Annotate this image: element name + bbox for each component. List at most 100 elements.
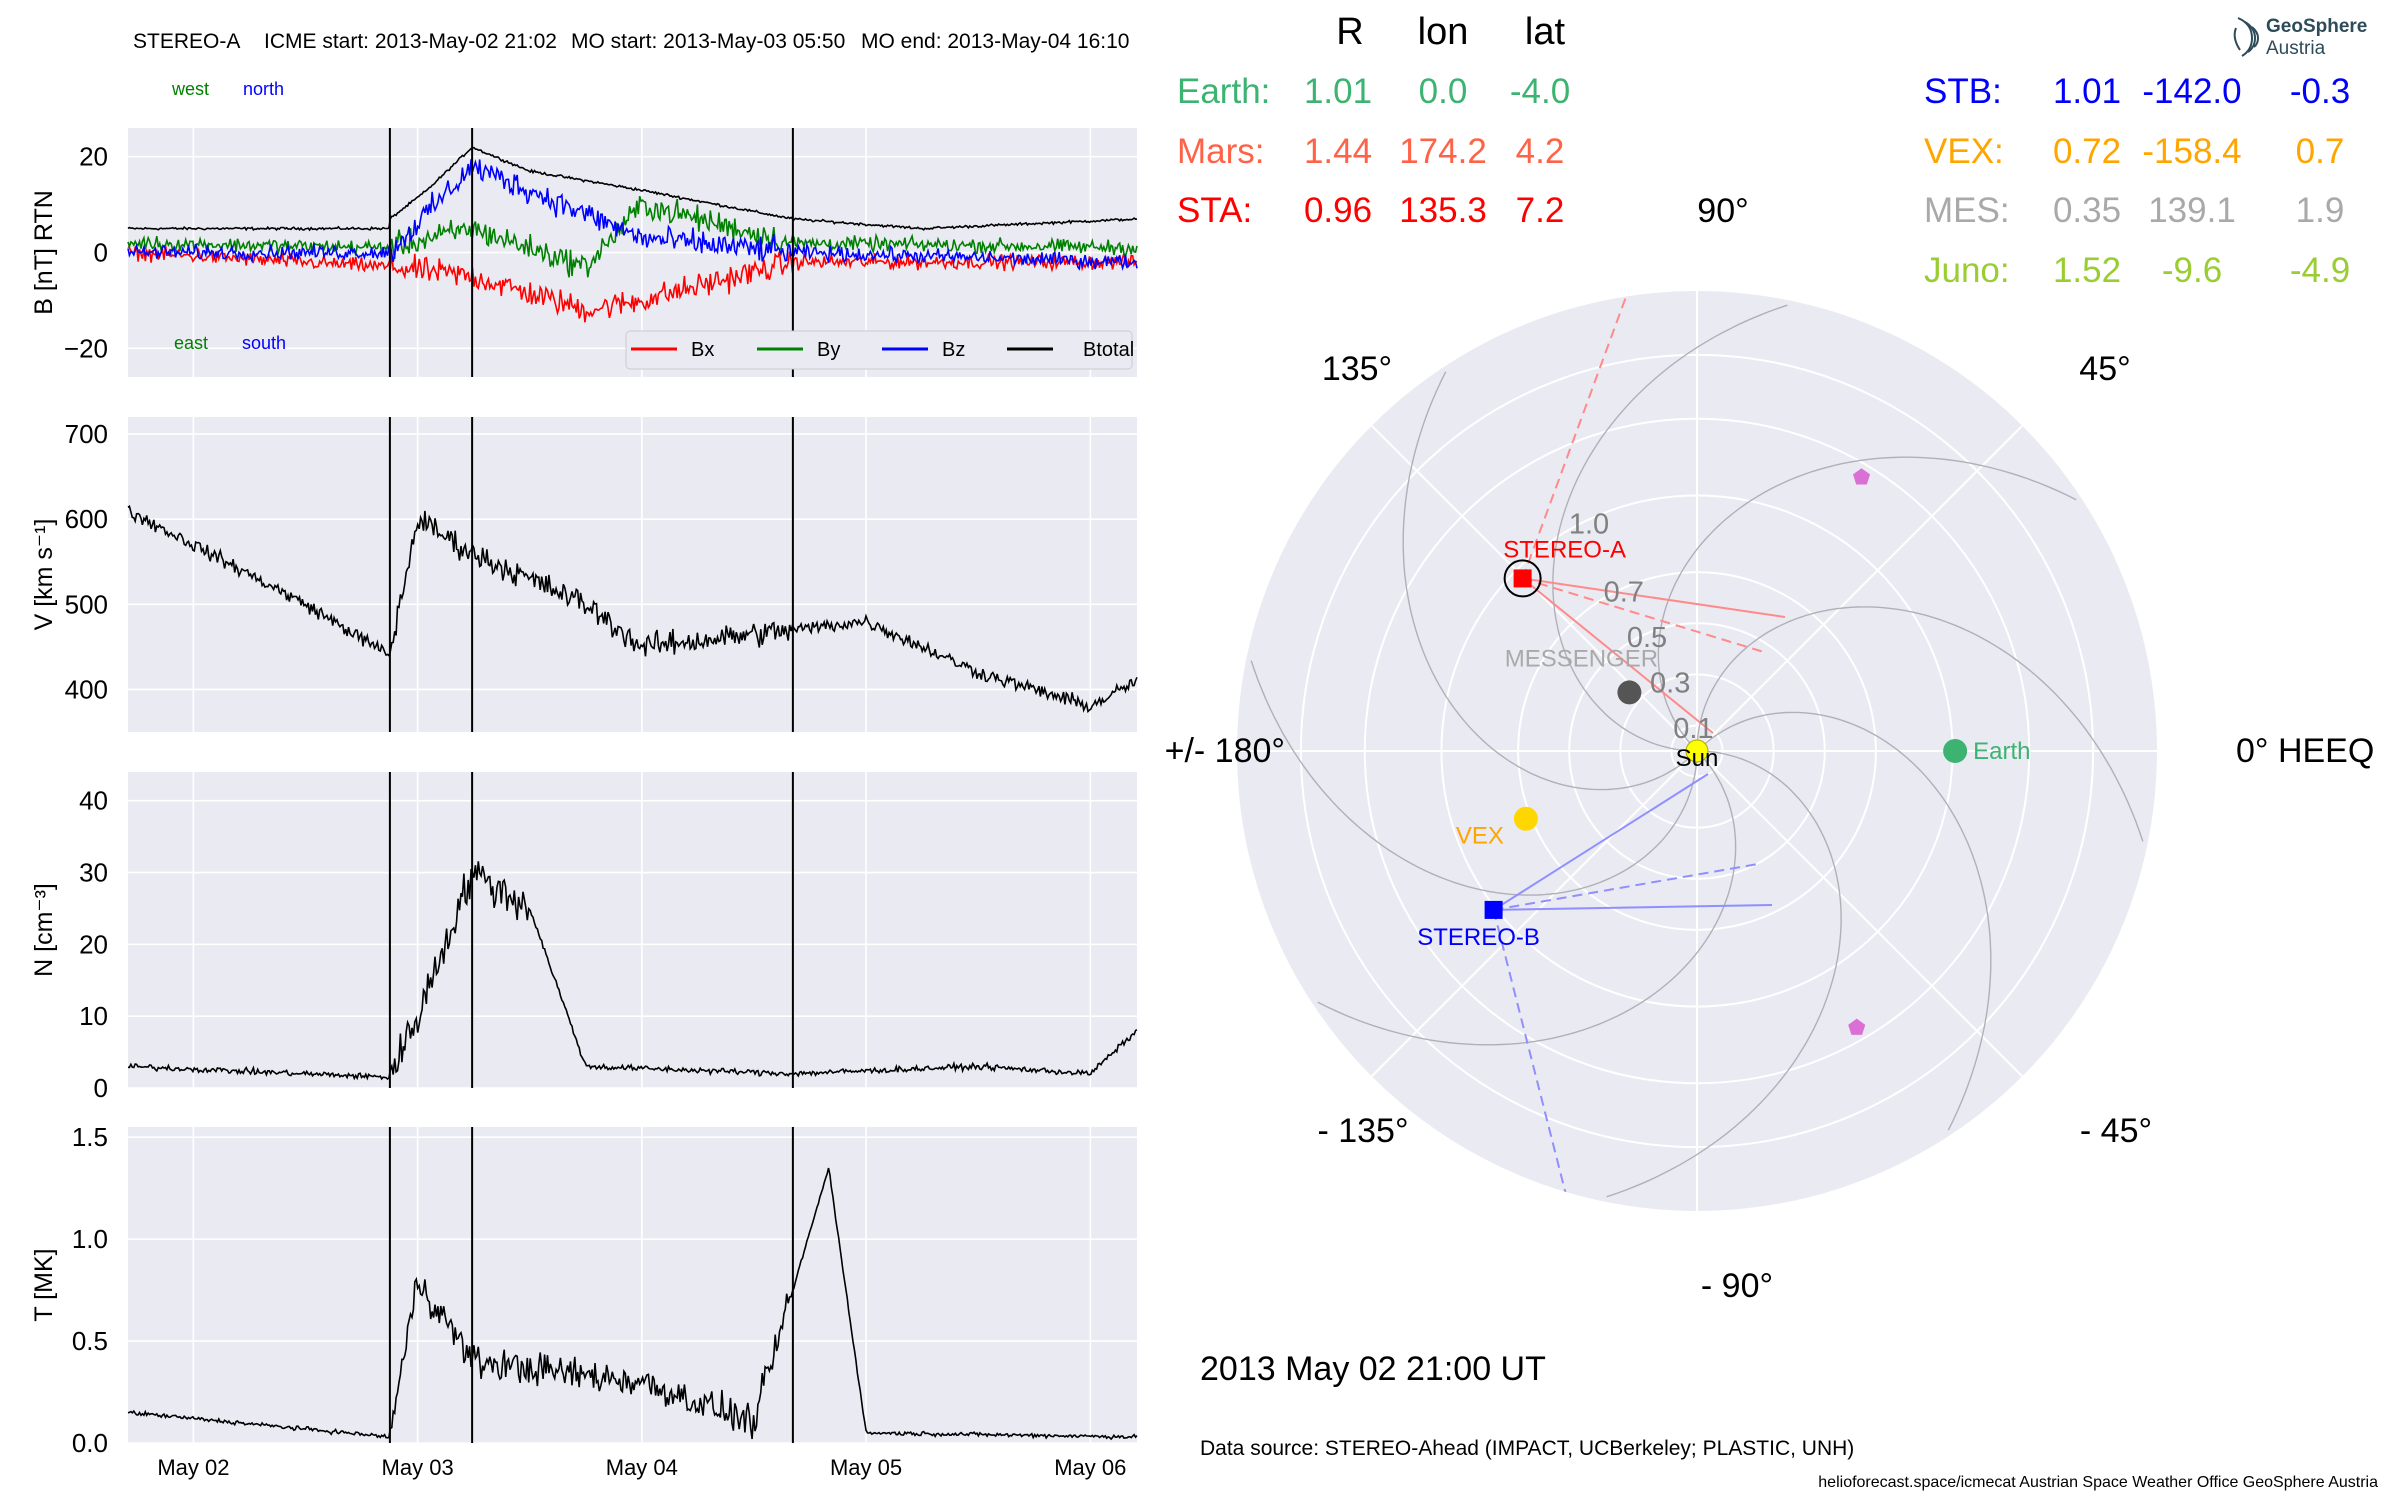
- legend-box: [625, 330, 1133, 370]
- parker-spiral-line: [1700, 711, 1992, 1131]
- direction-label-east: east: [174, 333, 208, 353]
- y-tick-label: 700: [65, 419, 108, 449]
- table-cell-lat: 0.7: [2296, 132, 2345, 171]
- sun-marker: [1685, 739, 1709, 763]
- table-row-name: STB:: [1924, 72, 2002, 111]
- timeseries-panels: 20 0 −20B [nT] RTN west north east south Bx By Bz…: [30, 79, 1138, 1480]
- table-row-name: Mars:: [1177, 132, 1265, 171]
- angle-label: 0° HEEQ: [2236, 732, 2374, 770]
- x-tick-label: May 03: [382, 1455, 454, 1480]
- y-tick-label: 1.5: [72, 1122, 108, 1152]
- panel-background: [128, 417, 1137, 732]
- y-tick-label: 40: [79, 786, 108, 816]
- stereo-b-fov-line: [1492, 909, 1579, 1211]
- series-line-bz: [127, 159, 1138, 271]
- y-axis-label: T [MK]: [30, 1248, 58, 1321]
- table-cell-lon: -158.4: [2142, 132, 2241, 171]
- legend-label: Btotal: [1083, 339, 1134, 361]
- series-line-btotal: [127, 146, 1138, 232]
- y-tick-label: 20: [79, 929, 108, 959]
- mo-end-label: MO end: 2013-May-04 16:10: [861, 30, 1130, 53]
- geosphere-logo: GeoSphere Austria: [2233, 16, 2367, 59]
- logo-line2: Austria: [2266, 38, 2326, 59]
- pentagon-marker: [1848, 1018, 1866, 1035]
- table-cell-r: 1.01: [1304, 72, 1372, 111]
- radial-tick-label: 0.5: [1627, 622, 1667, 654]
- y-tick-label: −20: [64, 333, 108, 363]
- stereo-b-fov-line: [1493, 904, 1773, 911]
- icme-start-label: ICME start: 2013-May-02 21:02: [264, 30, 557, 53]
- radial-tick-label: 0.1: [1673, 713, 1713, 745]
- earth-label: Earth: [1973, 738, 2030, 765]
- table-cell-r: 0.72: [2053, 132, 2121, 171]
- x-tick-label: May 04: [606, 1455, 678, 1480]
- table-cell-lon: 0.0: [1419, 72, 1468, 111]
- stereo-a-fov-line: [1521, 291, 1646, 579]
- y-axis-label: V [km s⁻¹]: [30, 519, 58, 631]
- angle-label: 90°: [1697, 192, 1748, 230]
- series-line-by: [127, 195, 1138, 278]
- stereo-b-marker: [1484, 900, 1503, 919]
- sun-label: Sun: [1676, 745, 1719, 772]
- direction-label-west: west: [171, 79, 209, 99]
- credits-label: helioforecast.space/icmecat Austrian Spa…: [1818, 1474, 2378, 1491]
- messenger-marker: [1617, 680, 1642, 705]
- y-tick-label: 20: [79, 142, 108, 172]
- series-line-v: [127, 504, 1138, 714]
- series-line-bx: [127, 243, 1138, 323]
- table-cell-lat: 4.2: [1516, 132, 1565, 171]
- legend-label: Bx: [691, 339, 714, 361]
- stereo-a-highlight-ring: [1503, 559, 1542, 598]
- table-cell-lat: 7.2: [1516, 191, 1565, 230]
- stereo-a-fov-line: [1521, 577, 1714, 734]
- stereo-a-marker: [1513, 569, 1532, 588]
- polar-orbit-plot: 0.1 0.3 0.5 0.7 1.0 90° 45° 0° HEEQ - 45° - 90° - …: [1165, 192, 2375, 1305]
- table-cell-lon: -142.0: [2142, 72, 2241, 111]
- y-tick-label: 0: [94, 1073, 108, 1103]
- panel-density: 40 30 20 10 0 N [cm⁻³]: [30, 772, 1138, 1103]
- stereo-a-label: STEREO-A: [1503, 536, 1626, 563]
- panel-magnetic_field: 20 0 −20B [nT] RTN west north east south Bx By Bz…: [30, 79, 1138, 377]
- y-tick-label: 400: [65, 674, 108, 704]
- table-cell-lat: -4.0: [1510, 72, 1570, 111]
- table-cell-r: 0.96: [1304, 191, 1372, 230]
- y-axis-label: B [nT] RTN: [30, 190, 58, 315]
- table-cell-lon: 135.3: [1399, 191, 1487, 230]
- x-tick-label: May 06: [1054, 1455, 1126, 1480]
- legend: Bx By Bz Btotal: [625, 330, 1134, 370]
- y-tick-label: 500: [65, 589, 108, 619]
- table-cell-lat: -4.9: [2290, 251, 2350, 290]
- data-source-label: Data source: STEREO-Ahead (IMPACT, UCBer…: [1200, 1437, 1854, 1460]
- panel-background: [128, 1127, 1137, 1443]
- table-row-name: MES:: [1924, 191, 2010, 230]
- table-row-name: STA:: [1177, 191, 1252, 230]
- table-cell-lat: -0.3: [2290, 72, 2350, 111]
- earth-marker: [1943, 739, 1968, 763]
- logo-icon: [2233, 17, 2260, 57]
- legend-label: By: [817, 339, 840, 361]
- y-tick-label: 0: [94, 238, 108, 268]
- table-header-r: R: [1336, 11, 1363, 53]
- y-tick-label: 0.5: [72, 1326, 108, 1356]
- stereo-b-label: STEREO-B: [1417, 924, 1540, 951]
- table-cell-lon: 139.1: [2148, 191, 2236, 230]
- table-cell-r: 0.35: [2053, 191, 2121, 230]
- table-cell-lat: 1.9: [2296, 191, 2345, 230]
- panel-background: [128, 772, 1137, 1088]
- table-cell-lon: 174.2: [1399, 132, 1487, 171]
- y-tick-label: 600: [65, 504, 108, 534]
- table-row-name: Earth:: [1177, 72, 1270, 111]
- pentagon-marker: [1853, 468, 1871, 485]
- direction-label-north: north: [243, 79, 284, 99]
- vex-marker: [1513, 806, 1538, 831]
- panel-temperature: 1.5 1.0 0.5 0.0 T [MK] May 02 May 03 May 04 May …: [30, 1122, 1138, 1480]
- logo-line1: GeoSphere: [2266, 16, 2367, 37]
- y-axis-label: N [cm⁻³]: [30, 883, 58, 977]
- stereo-b-fov-line: [1493, 863, 1759, 911]
- vex-label: VEX: [1456, 823, 1504, 850]
- angle-label: - 90°: [1701, 1267, 1773, 1305]
- y-tick-label: 1.0: [72, 1224, 108, 1254]
- messenger-label: MESSENGER: [1505, 645, 1658, 672]
